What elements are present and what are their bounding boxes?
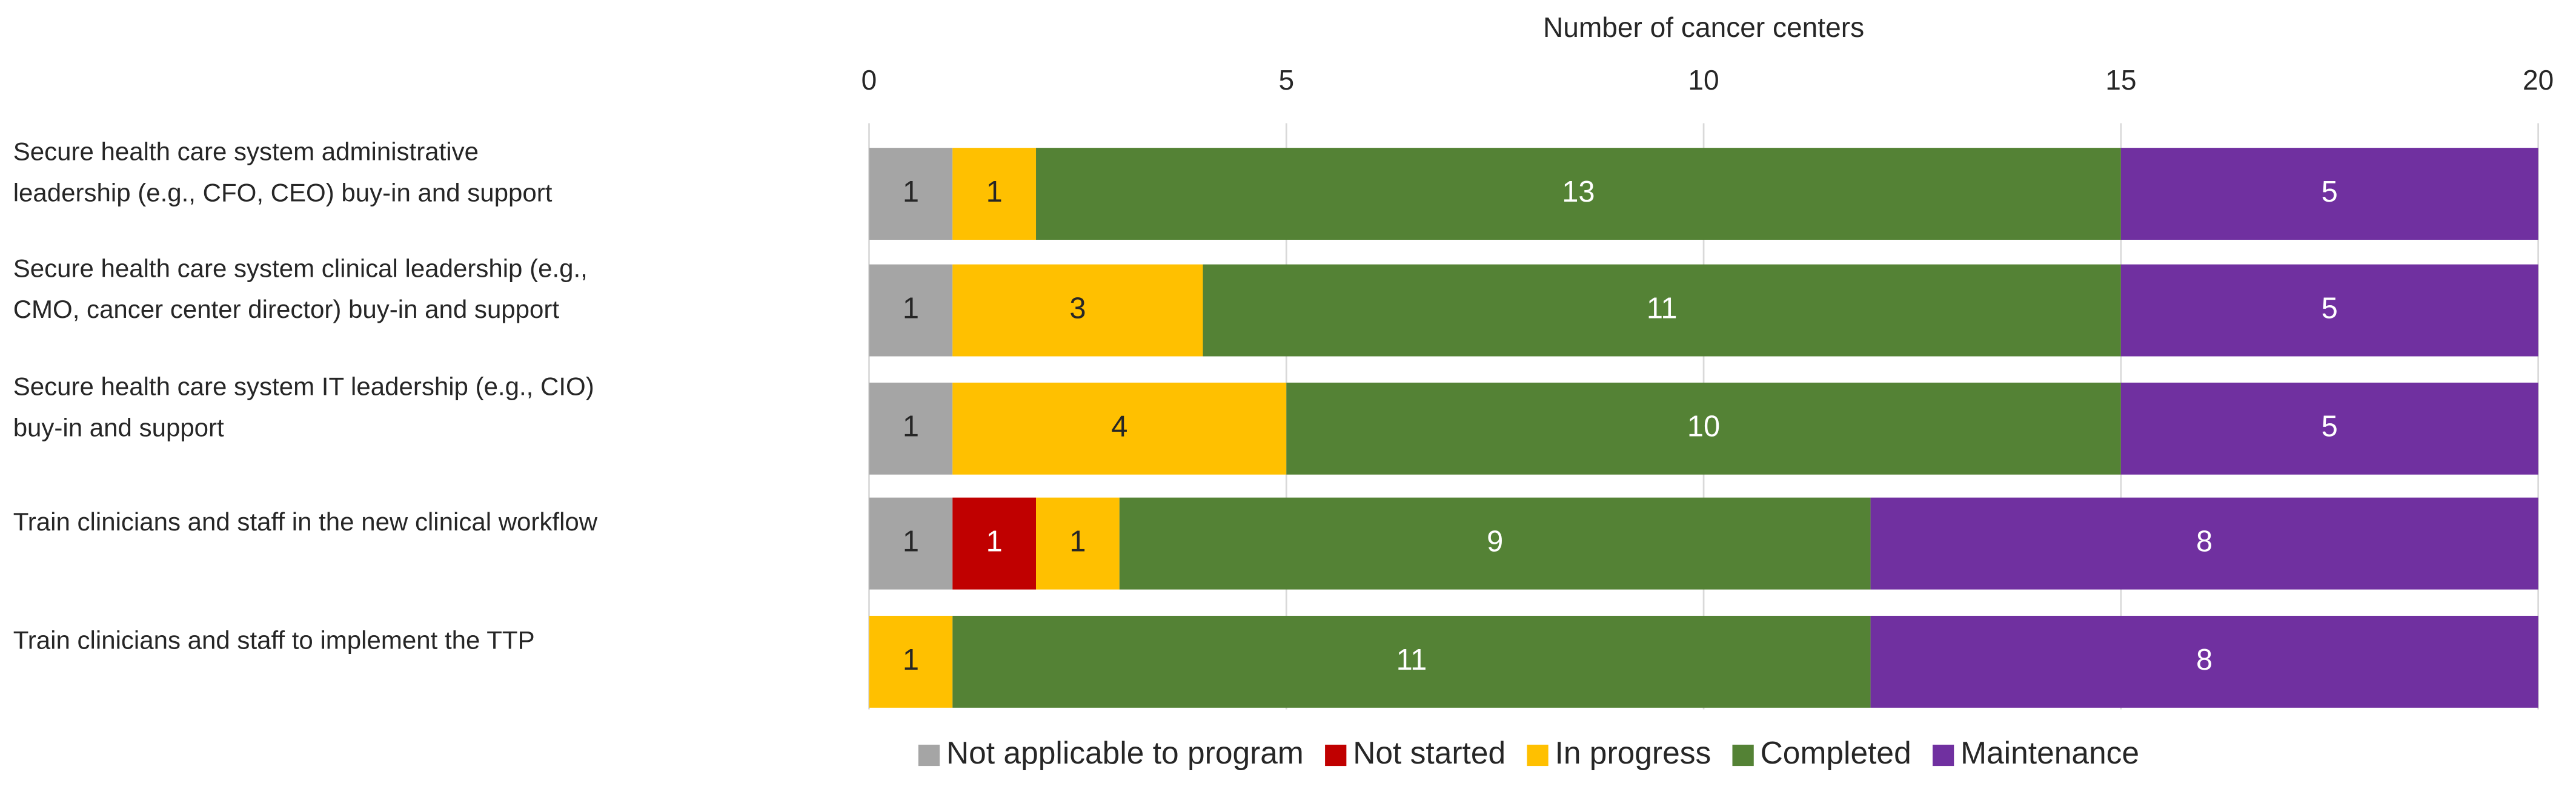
- x-tick-label: 20: [2523, 64, 2554, 96]
- data-label: 1: [903, 176, 919, 208]
- x-tick-label: 5: [1278, 64, 1294, 96]
- bar-segment: [869, 497, 953, 590]
- data-label: 1: [903, 292, 919, 325]
- category-label: Secure health care system administrative: [13, 137, 479, 166]
- data-label: 1: [903, 411, 919, 443]
- data-label: 5: [2322, 292, 2338, 325]
- bar-segment: [1870, 497, 2538, 590]
- bar-segment: [2120, 264, 2538, 357]
- data-label: 1: [903, 526, 919, 558]
- legend-label: Completed: [1761, 735, 1911, 770]
- data-label: 11: [1647, 292, 1678, 325]
- legend-label: Not applicable to program: [946, 735, 1304, 770]
- x-axis-label: Number of cancer centers: [1543, 12, 1864, 43]
- x-tick-label: 0: [861, 64, 877, 96]
- bar-segment: [869, 264, 953, 357]
- legend-label: Not started: [1353, 735, 1505, 770]
- data-label: 13: [1562, 176, 1595, 208]
- legend-label: In progress: [1555, 735, 1711, 770]
- data-label: 8: [2196, 526, 2213, 558]
- category-label: Train clinicians and staff in the new cl…: [13, 507, 598, 536]
- legend-swatch: [1732, 744, 1754, 767]
- data-label: 1: [903, 644, 919, 676]
- bar-segment: [2120, 148, 2538, 240]
- bar-segment: [1870, 615, 2538, 708]
- bar-segment: [952, 615, 1871, 708]
- legend-label: Maintenance: [1960, 735, 2139, 770]
- data-label: 4: [1111, 411, 1127, 443]
- category-label: Secure health care system IT leadership …: [13, 372, 594, 400]
- category-label: leadership (e.g., CFO, CEO) buy-in and s…: [13, 179, 553, 207]
- data-label: 8: [2196, 644, 2213, 676]
- category-label: Secure health care system clinical leade…: [13, 254, 588, 282]
- data-label: 5: [2322, 176, 2338, 208]
- legend-swatch: [1933, 744, 1954, 767]
- bar-segment: [869, 148, 953, 240]
- category-label: buy-in and support: [13, 413, 224, 441]
- x-tick-label: 15: [2105, 64, 2136, 96]
- bar-segment: [1119, 497, 1871, 590]
- legend-swatch: [918, 744, 940, 767]
- data-label: 9: [1487, 526, 1503, 558]
- bar-segment: [1036, 148, 2121, 240]
- category-label: Train clinicians and staff to implement …: [13, 625, 535, 654]
- bar-segment: [1036, 497, 1120, 590]
- data-label: 3: [1069, 292, 1086, 325]
- category-label: CMO, cancer center director) buy-in and …: [13, 295, 560, 323]
- data-label: 1: [986, 526, 1003, 558]
- legend-swatch: [1325, 744, 1347, 767]
- bar-segment: [952, 382, 1287, 475]
- bar-segment: [869, 615, 953, 708]
- data-label: 10: [1687, 411, 1720, 443]
- bar-segment: [952, 497, 1037, 590]
- data-label: 1: [986, 176, 1003, 208]
- bar-segment: [952, 264, 1203, 357]
- bar-segment: [869, 382, 953, 475]
- data-label: 11: [1396, 644, 1427, 676]
- data-label: 1: [1069, 526, 1086, 558]
- legend-swatch: [1527, 744, 1549, 767]
- bar-segment: [1286, 382, 2121, 475]
- x-tick-label: 10: [1688, 64, 1719, 96]
- data-label: 5: [2322, 411, 2338, 443]
- bar-segment: [952, 148, 1037, 240]
- bar-segment: [1203, 264, 2121, 357]
- bar-segment: [2120, 382, 2538, 475]
